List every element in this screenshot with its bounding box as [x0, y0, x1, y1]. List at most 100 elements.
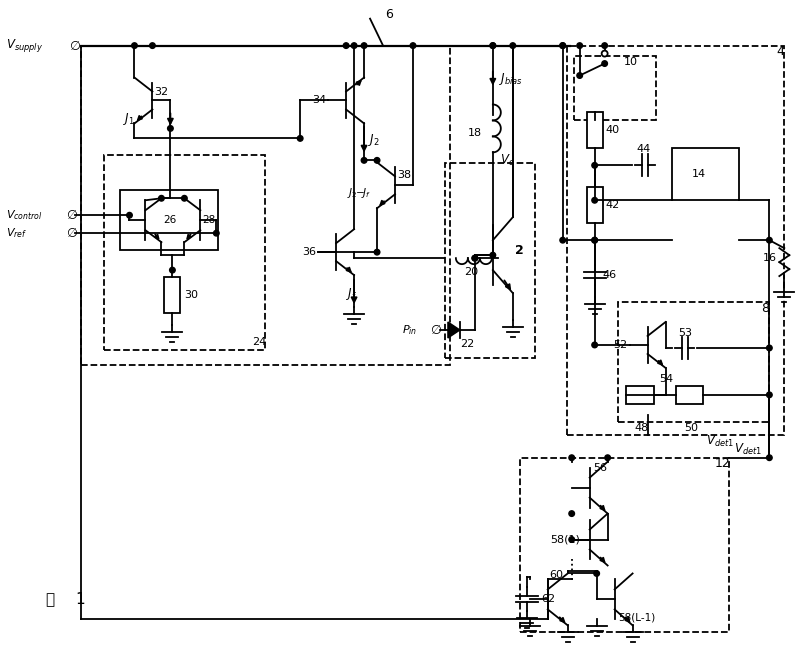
Text: 28: 28	[202, 215, 215, 225]
Text: $J_1$: $J_1$	[122, 112, 134, 127]
Bar	[103, 155, 266, 350]
Circle shape	[560, 43, 566, 49]
Circle shape	[410, 43, 416, 49]
Bar	[675, 386, 703, 404]
Circle shape	[577, 43, 582, 49]
Circle shape	[214, 230, 219, 236]
Circle shape	[560, 43, 566, 49]
Circle shape	[158, 195, 164, 201]
Circle shape	[150, 43, 155, 49]
Text: $V_{supply}$: $V_{supply}$	[6, 37, 43, 54]
Text: 50: 50	[685, 422, 698, 433]
Bar	[566, 45, 784, 435]
Text: 60: 60	[550, 570, 564, 580]
Circle shape	[132, 43, 138, 49]
Text: 8: 8	[762, 302, 770, 315]
Text: $J_{bias}$: $J_{bias}$	[499, 71, 523, 86]
Text: $\varnothing$: $\varnothing$	[66, 227, 78, 240]
Circle shape	[351, 43, 357, 49]
Text: 42: 42	[606, 201, 620, 210]
Text: 36: 36	[302, 247, 316, 257]
Circle shape	[569, 511, 574, 517]
Text: 62: 62	[541, 594, 555, 604]
Bar	[626, 386, 654, 404]
Text: 20: 20	[464, 267, 478, 277]
Circle shape	[592, 238, 598, 243]
Circle shape	[168, 126, 173, 131]
Text: 12: 12	[714, 457, 730, 471]
Text: $P_{in}$: $P_{in}$	[402, 323, 418, 337]
Bar	[586, 188, 602, 223]
Text: 32: 32	[154, 88, 169, 97]
Bar	[671, 149, 739, 201]
Text: $V_{det1}$: $V_{det1}$	[706, 434, 734, 449]
Text: 54: 54	[659, 374, 674, 384]
Circle shape	[605, 455, 610, 461]
Text: $V_{det1}$: $V_{det1}$	[734, 442, 762, 458]
Bar	[520, 458, 730, 632]
Text: $\varnothing$: $\varnothing$	[66, 208, 78, 222]
Text: $\varnothing$: $\varnothing$	[69, 38, 81, 53]
Bar	[121, 190, 218, 250]
Circle shape	[560, 238, 566, 243]
Text: 44: 44	[637, 144, 651, 154]
Bar	[445, 164, 534, 358]
Circle shape	[472, 255, 478, 261]
Text: 14: 14	[691, 169, 706, 179]
Circle shape	[592, 162, 598, 168]
Circle shape	[602, 61, 607, 66]
Circle shape	[490, 43, 496, 49]
Text: 34: 34	[312, 95, 326, 106]
Text: 58(1): 58(1)	[550, 535, 580, 545]
Bar	[586, 112, 602, 149]
Circle shape	[602, 43, 607, 49]
Text: 53: 53	[678, 328, 693, 338]
Text: $J_2\!\!-\!\!J_f$: $J_2\!\!-\!\!J_f$	[347, 186, 371, 201]
Circle shape	[577, 73, 582, 79]
Text: 40: 40	[606, 125, 620, 136]
Text: 图: 图	[46, 592, 54, 607]
Circle shape	[592, 197, 598, 203]
Text: 46: 46	[602, 270, 617, 280]
Text: 56: 56	[594, 463, 608, 472]
Text: 2: 2	[515, 243, 523, 256]
Circle shape	[766, 345, 772, 350]
Circle shape	[343, 43, 349, 49]
Bar	[574, 56, 655, 121]
Circle shape	[362, 43, 367, 49]
Bar	[81, 45, 450, 365]
Circle shape	[374, 158, 380, 163]
Circle shape	[766, 392, 772, 398]
Text: $V_{control}$: $V_{control}$	[6, 208, 42, 222]
Circle shape	[298, 136, 303, 141]
Circle shape	[374, 249, 380, 255]
Text: 6: 6	[385, 8, 393, 21]
Text: $\varnothing$: $\varnothing$	[430, 323, 442, 337]
Text: 4: 4	[776, 45, 784, 58]
Circle shape	[472, 255, 478, 261]
Circle shape	[766, 238, 772, 243]
Text: 58(L-1): 58(L-1)	[618, 613, 656, 622]
Circle shape	[594, 570, 599, 576]
Circle shape	[170, 267, 175, 273]
Text: $V_c$: $V_c$	[500, 153, 514, 168]
Circle shape	[510, 43, 515, 49]
Text: 16: 16	[762, 253, 776, 263]
Bar	[165, 277, 180, 313]
Text: 26: 26	[163, 215, 177, 225]
Text: 10: 10	[624, 56, 638, 67]
Circle shape	[592, 238, 598, 243]
Polygon shape	[448, 322, 460, 338]
Text: $J_f$: $J_f$	[346, 286, 358, 302]
Text: 24: 24	[252, 337, 266, 347]
Circle shape	[126, 212, 132, 218]
Text: $V_{ref}$: $V_{ref}$	[6, 227, 27, 240]
Circle shape	[592, 342, 598, 348]
Text: 52: 52	[614, 340, 628, 350]
Circle shape	[362, 158, 367, 163]
Circle shape	[602, 51, 608, 56]
Text: 22: 22	[460, 339, 474, 349]
Text: 1: 1	[75, 592, 85, 607]
Circle shape	[766, 455, 772, 461]
Text: 30: 30	[184, 290, 198, 300]
